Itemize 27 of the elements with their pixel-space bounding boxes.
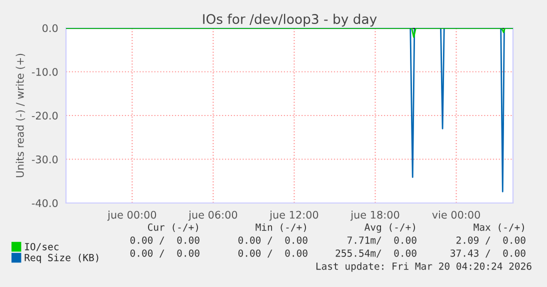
text: 37.43 / 0.00 xyxy=(450,249,526,258)
y-tick-label: -30.0 xyxy=(32,155,58,164)
legend-label: Req Size (KB) xyxy=(24,254,98,264)
y-tick-label: -40.0 xyxy=(32,199,58,208)
text: 0.00 / 0.00 xyxy=(238,236,308,245)
x-tick-label: jue 12:00 xyxy=(269,210,318,221)
y-tick-label: -20.0 xyxy=(32,112,58,120)
y-tick-label: -10.0 xyxy=(32,68,58,76)
text: 255.54m/ 0.00 xyxy=(336,249,416,258)
text: 7.71m/ 0.00 xyxy=(347,236,416,245)
text: Max (-/+) xyxy=(474,223,524,232)
text: Avg (-/+) xyxy=(364,223,415,233)
y-tick-label: 0.0 xyxy=(42,24,58,32)
y-axis-title: Units read (-) / write (+) xyxy=(16,54,26,178)
text: 2.09 / 0.00 xyxy=(456,236,526,245)
legend-label: IO/sec xyxy=(25,242,58,252)
x-tick-label: jue 18:00 xyxy=(350,210,400,221)
text: 0.00 / 0.00 xyxy=(130,249,200,258)
chart-title: IOs for /dev/loop3 - by day xyxy=(203,14,377,27)
text: Last update: Fri Mar 20 04:20:24 2026 xyxy=(316,262,532,272)
text: 0.00 / 0.00 xyxy=(238,249,308,258)
x-tick-label: jue 06:00 xyxy=(188,210,238,221)
text: 0.00 / 0.00 xyxy=(130,236,200,245)
x-tick-label: vie 00:00 xyxy=(432,210,480,219)
text: Cur (-/+) xyxy=(148,223,198,232)
x-tick-label: jue 00:00 xyxy=(107,210,156,221)
text: Min (-/+) xyxy=(256,223,306,232)
